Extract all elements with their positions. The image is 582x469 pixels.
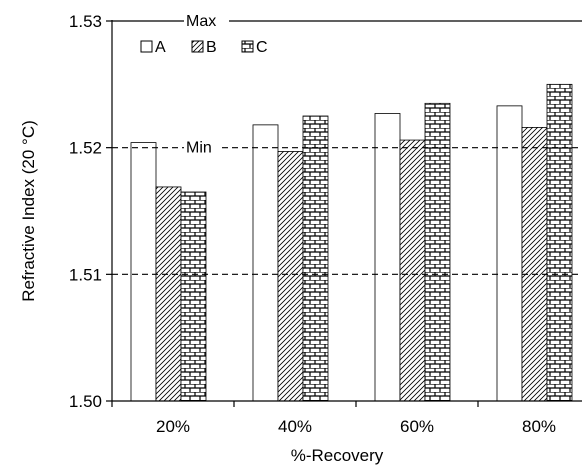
- min-line-label: Min: [186, 140, 212, 157]
- legend-label-b: B: [206, 39, 217, 56]
- x-tick-label: 40%: [278, 417, 312, 436]
- x-axis-title: %-Recovery: [291, 446, 384, 465]
- max-line-label: Max: [186, 13, 216, 30]
- y-tick-label: 1.53: [69, 12, 102, 31]
- bar-b-60pct: [399, 139, 426, 402]
- y-tick-label: 1.50: [69, 392, 102, 411]
- bar-c-60pct: [424, 102, 451, 402]
- legend-label-a: A: [155, 39, 166, 56]
- legend-swatch-c: [241, 40, 254, 53]
- bar-a-60pct: [374, 113, 401, 402]
- y-tick-label: 1.52: [69, 139, 102, 158]
- y-axis-title: Refractive Index (20 °C): [19, 120, 38, 302]
- bar-a-80pct: [496, 105, 523, 402]
- bar-a-20pct: [130, 142, 157, 402]
- legend-swatch-a: [140, 40, 153, 53]
- y-tick-label: 1.51: [69, 265, 102, 284]
- bar-c-20pct: [180, 191, 207, 402]
- x-tick-label: 80%: [522, 417, 556, 436]
- bar-c-40pct: [302, 115, 329, 402]
- x-tick-label: 60%: [400, 417, 434, 436]
- bar-a-40pct: [252, 124, 279, 402]
- bar-b-80pct: [521, 127, 548, 402]
- bar-b-20pct: [155, 186, 182, 402]
- legend-label-c: C: [256, 39, 268, 56]
- bar-b-40pct: [277, 151, 304, 402]
- bar-c-80pct: [546, 83, 573, 402]
- x-tick-label: 20%: [156, 417, 190, 436]
- legend-swatch-b: [191, 40, 204, 53]
